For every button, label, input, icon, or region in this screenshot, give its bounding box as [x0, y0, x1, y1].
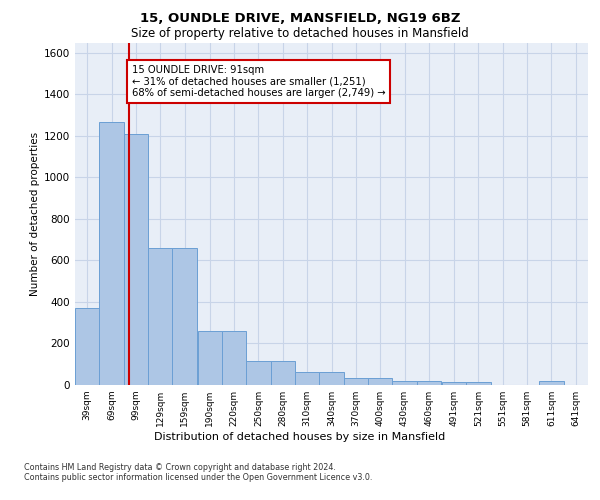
Bar: [75, 308, 100, 385]
Bar: [271, 361, 295, 385]
Y-axis label: Number of detached properties: Number of detached properties: [30, 132, 40, 296]
Bar: [539, 381, 563, 385]
Bar: [124, 134, 148, 385]
Bar: [222, 331, 246, 385]
Bar: [368, 378, 392, 385]
Bar: [392, 381, 417, 385]
Text: Size of property relative to detached houses in Mansfield: Size of property relative to detached ho…: [131, 28, 469, 40]
Text: Distribution of detached houses by size in Mansfield: Distribution of detached houses by size …: [154, 432, 446, 442]
Bar: [466, 382, 491, 385]
Text: 15, OUNDLE DRIVE, MANSFIELD, NG19 6BZ: 15, OUNDLE DRIVE, MANSFIELD, NG19 6BZ: [140, 12, 460, 26]
Bar: [319, 372, 344, 385]
Text: 15 OUNDLE DRIVE: 91sqm
← 31% of detached houses are smaller (1,251)
68% of semi-: 15 OUNDLE DRIVE: 91sqm ← 31% of detached…: [132, 65, 385, 98]
Bar: [197, 331, 222, 385]
Text: Contains HM Land Registry data © Crown copyright and database right 2024.
Contai: Contains HM Land Registry data © Crown c…: [24, 462, 373, 482]
Bar: [246, 361, 271, 385]
Bar: [295, 372, 319, 385]
Bar: [442, 382, 466, 385]
Bar: [344, 378, 368, 385]
Bar: [148, 248, 172, 385]
Bar: [100, 122, 124, 385]
Bar: [417, 381, 441, 385]
Bar: [172, 248, 197, 385]
